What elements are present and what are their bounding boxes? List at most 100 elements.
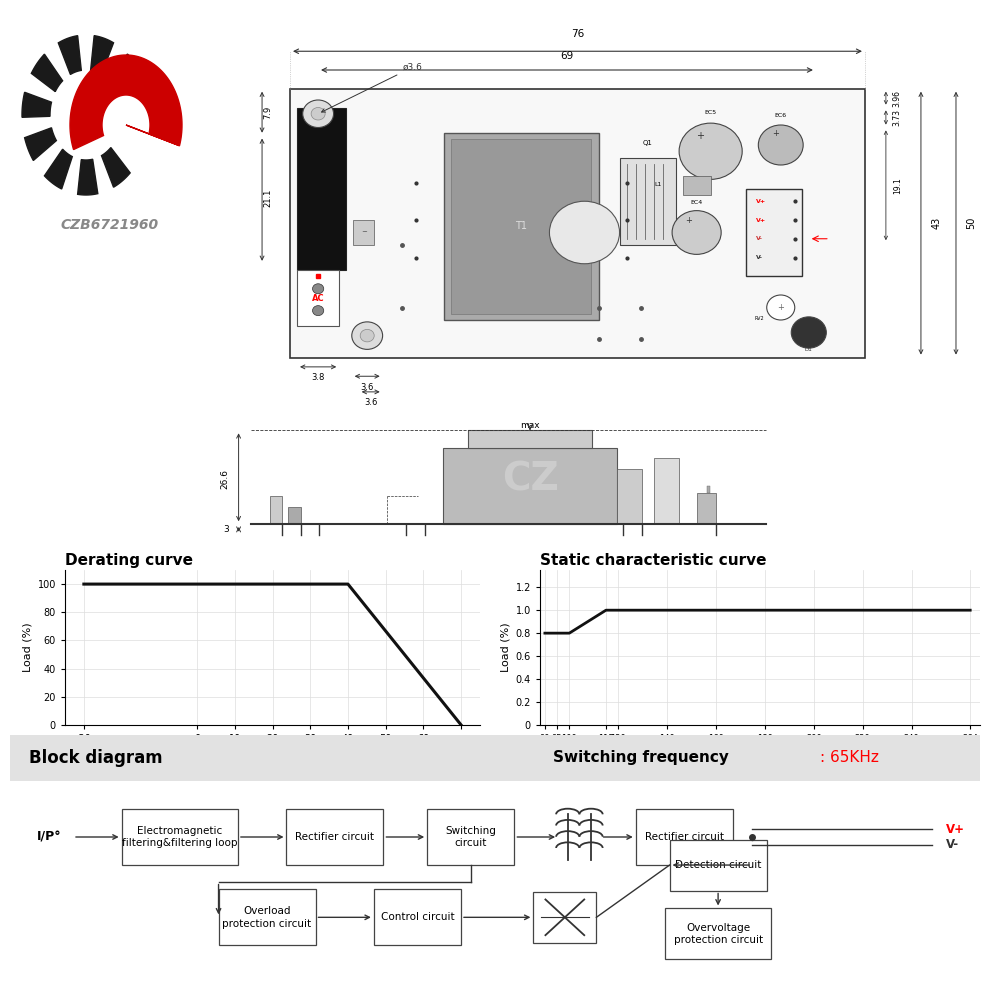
Polygon shape	[22, 92, 51, 117]
Text: Derating curve: Derating curve	[65, 553, 193, 568]
Text: L1: L1	[654, 182, 662, 187]
Bar	[636, 809, 733, 865]
Circle shape	[679, 123, 742, 179]
Polygon shape	[126, 125, 179, 146]
Text: max: max	[520, 421, 540, 430]
Bar	[290, 89, 865, 358]
Text: 26.6: 26.6	[220, 469, 229, 489]
Bar	[444, 132, 599, 320]
Circle shape	[672, 211, 721, 254]
Circle shape	[311, 107, 325, 120]
Circle shape	[313, 306, 324, 316]
Text: +: +	[696, 131, 704, 141]
Circle shape	[313, 284, 324, 294]
Text: I/P°: I/P°	[36, 830, 61, 844]
Text: V+: V+	[756, 199, 766, 204]
Bar	[683, 176, 711, 195]
Circle shape	[303, 100, 334, 127]
Text: 69: 69	[560, 51, 574, 61]
Bar	[286, 809, 383, 865]
Text: T1: T1	[515, 221, 527, 231]
Bar	[374, 889, 461, 945]
Bar	[353, 220, 374, 245]
Bar	[443, 448, 617, 524]
Text: 3: 3	[224, 525, 229, 534]
Text: Rectifier circuit: Rectifier circuit	[645, 832, 724, 842]
Text: EC5: EC5	[705, 110, 717, 115]
Text: RV2: RV2	[755, 316, 765, 321]
Text: CZ: CZ	[502, 460, 558, 498]
Polygon shape	[25, 128, 56, 160]
Text: AC: AC	[312, 294, 324, 303]
Circle shape	[352, 322, 383, 349]
Text: Overvoltage
protection circuit: Overvoltage protection circuit	[674, 923, 763, 945]
X-axis label: Input voltage (VAC) 60Hz: Input voltage (VAC) 60Hz	[676, 749, 844, 762]
Bar	[670, 840, 767, 891]
Text: 21.1: 21.1	[264, 189, 273, 207]
Text: 43: 43	[931, 217, 941, 229]
Text: 3.96: 3.96	[893, 90, 902, 107]
Bar	[297, 270, 339, 326]
Text: 76: 76	[571, 29, 584, 39]
Text: +: +	[777, 303, 784, 312]
Text: Overload
protection circuit: Overload protection circuit	[222, 906, 312, 929]
Bar	[427, 809, 514, 865]
Text: 3.6: 3.6	[361, 382, 374, 391]
Bar	[297, 107, 346, 270]
Text: 7.9: 7.9	[264, 106, 273, 119]
Bar	[219, 889, 316, 945]
Text: Block diagram: Block diagram	[29, 749, 163, 767]
Text: D1: D1	[805, 347, 813, 352]
Bar	[697, 493, 716, 524]
Text: Switching frequency: Switching frequency	[553, 750, 729, 765]
Text: : 65KHz: : 65KHz	[820, 750, 879, 765]
Text: Q1: Q1	[643, 140, 653, 146]
Text: V+: V+	[756, 218, 766, 223]
Y-axis label: Load (%): Load (%)	[22, 623, 32, 672]
Polygon shape	[91, 36, 114, 74]
Text: EC6: EC6	[775, 113, 787, 118]
Text: V-: V-	[946, 838, 959, 851]
Text: Rectifier circuit: Rectifier circuit	[295, 832, 374, 842]
Circle shape	[549, 201, 620, 264]
Bar	[746, 189, 802, 276]
Polygon shape	[78, 159, 98, 195]
Text: +: +	[772, 129, 779, 138]
Bar	[620, 157, 676, 245]
Text: V+: V+	[946, 823, 965, 836]
Text: ~: ~	[361, 230, 367, 235]
Text: Detection circuit: Detection circuit	[675, 860, 761, 870]
Text: 50: 50	[966, 217, 976, 229]
Bar	[617, 469, 642, 524]
Polygon shape	[101, 148, 130, 187]
Bar	[707, 486, 710, 493]
Circle shape	[767, 295, 795, 320]
Polygon shape	[31, 54, 63, 92]
Bar	[665, 908, 771, 959]
Bar	[10, 735, 980, 781]
Text: Static characteristic curve: Static characteristic curve	[540, 553, 767, 568]
Bar	[122, 809, 238, 865]
Circle shape	[360, 329, 374, 342]
Circle shape	[791, 317, 826, 348]
Bar	[468, 430, 592, 448]
Text: EC4: EC4	[691, 200, 703, 205]
Text: Electromagnetic
filtering&filtering loop: Electromagnetic filtering&filtering loop	[122, 826, 238, 848]
Polygon shape	[109, 54, 141, 91]
Text: 3.73: 3.73	[893, 109, 902, 126]
Bar	[270, 496, 282, 524]
Polygon shape	[58, 36, 81, 74]
Polygon shape	[70, 55, 182, 150]
Text: 3.6: 3.6	[364, 398, 377, 407]
Circle shape	[758, 125, 803, 165]
Text: ø3.6: ø3.6	[322, 63, 422, 112]
Text: V-: V-	[756, 255, 763, 260]
Polygon shape	[44, 149, 72, 189]
Text: 3.8: 3.8	[311, 373, 325, 382]
Y-axis label: Load (%): Load (%)	[500, 623, 510, 672]
Bar	[288, 507, 301, 524]
Text: Control circuit: Control circuit	[381, 912, 454, 922]
Text: 19.1: 19.1	[893, 177, 902, 194]
Bar	[451, 139, 591, 314]
Text: Switching
circuit: Switching circuit	[445, 826, 496, 848]
